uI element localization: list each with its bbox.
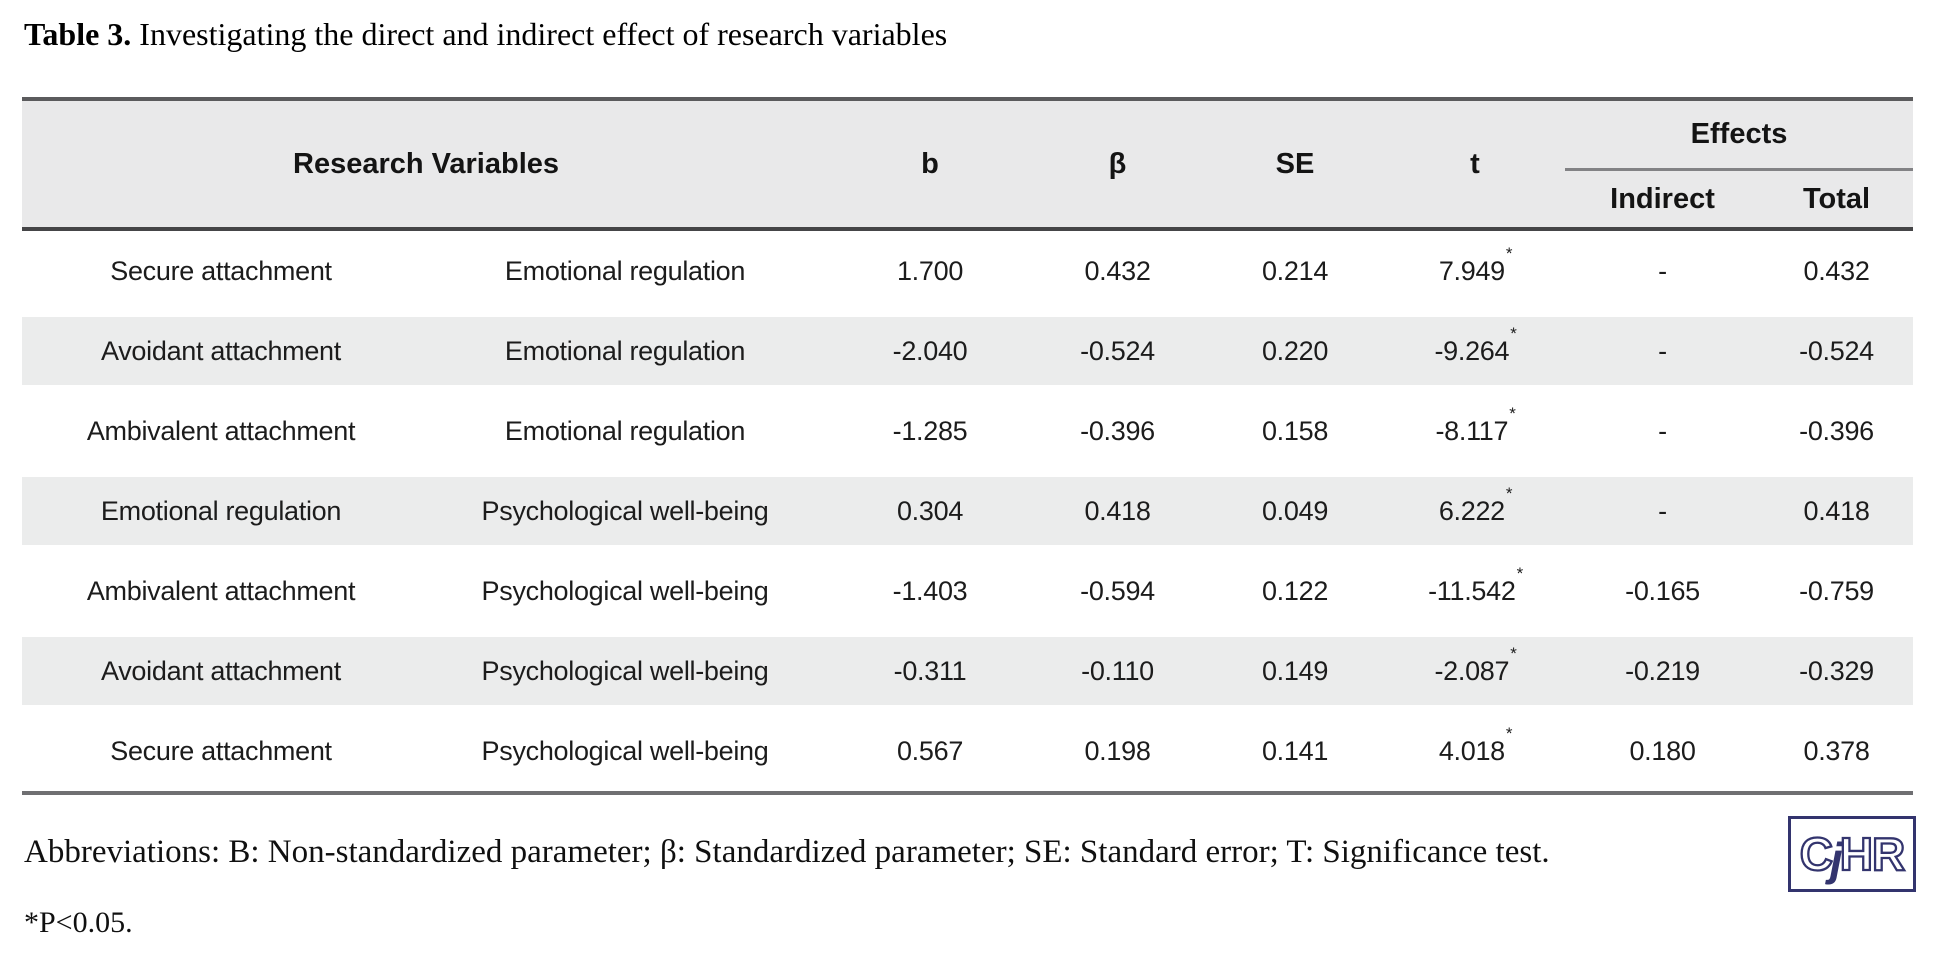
cell-b: 0.567 (830, 711, 1031, 791)
table-row: Avoidant attachment Emotional regulation… (22, 311, 1914, 391)
cell-from: Emotional regulation (22, 471, 420, 551)
header-t: t (1385, 101, 1566, 231)
cell-to: Emotional regulation (420, 231, 831, 311)
cell-total: 0.378 (1760, 711, 1914, 791)
table-row: Avoidant attachment Psychological well-b… (22, 631, 1914, 711)
table-caption: Table 3. Investigating the direct and in… (24, 16, 947, 53)
cell-beta: -0.524 (1030, 311, 1206, 391)
header-se: SE (1205, 101, 1386, 231)
header-row-sub: Indirect Total (22, 171, 1914, 231)
header-total: Total (1760, 171, 1914, 231)
cell-total: -0.524 (1760, 311, 1914, 391)
cell-from: Secure attachment (22, 231, 420, 311)
cell-to: Psychological well-being (420, 711, 831, 791)
cell-t: -2.087* (1385, 631, 1566, 711)
cell-t: -8.117* (1385, 391, 1566, 471)
significance-asterisk: * (1509, 404, 1516, 423)
table-caption-number: Table 3. (24, 16, 132, 52)
cell-se: 0.158 (1205, 391, 1386, 471)
cell-b: 0.304 (830, 471, 1031, 551)
cell-indirect: -0.219 (1565, 631, 1761, 711)
cell-beta: -0.594 (1030, 551, 1206, 631)
cell-from: Ambivalent attachment (22, 551, 420, 631)
table-row: Secure attachment Psychological well-bei… (22, 711, 1914, 791)
effects-table: Research Variables b β SE t Effects Indi… (22, 97, 1914, 795)
significance-asterisk: * (1505, 484, 1513, 503)
cell-t: 6.222* (1385, 471, 1566, 551)
cell-b: -2.040 (830, 311, 1031, 391)
logo-letter-j: j (1829, 833, 1843, 885)
cell-indirect: -0.165 (1565, 551, 1761, 631)
cell-from: Secure attachment (22, 711, 420, 791)
significance-asterisk: * (1505, 244, 1513, 263)
cell-indirect: - (1565, 231, 1761, 311)
header-b: b (830, 101, 1031, 231)
cell-total: -0.329 (1760, 631, 1914, 711)
cell-beta: -0.396 (1030, 391, 1206, 471)
cell-beta: 0.432 (1030, 231, 1206, 311)
cell-t: -11.542* (1385, 551, 1566, 631)
cell-from: Ambivalent attachment (22, 391, 420, 471)
logo-letter-r: R (1871, 828, 1907, 880)
cell-to: Psychological well-being (420, 471, 831, 551)
table-row: Ambivalent attachment Psychological well… (22, 551, 1914, 631)
cell-indirect: - (1565, 471, 1761, 551)
logo-letter-h: H (1839, 828, 1875, 880)
logo-letter-c: C (1799, 828, 1835, 880)
header-indirect: Indirect (1565, 171, 1761, 231)
cell-se: 0.220 (1205, 311, 1386, 391)
cell-se: 0.122 (1205, 551, 1386, 631)
cell-se: 0.149 (1205, 631, 1386, 711)
cell-t: -9.264* (1385, 311, 1566, 391)
cell-total: 0.418 (1760, 471, 1914, 551)
cell-from: Avoidant attachment (22, 311, 420, 391)
header-beta: β (1030, 101, 1206, 231)
significance-asterisk: * (1510, 324, 1517, 343)
cell-to: Emotional regulation (420, 391, 831, 471)
header-research-variables: Research Variables (22, 101, 831, 231)
cell-b: 1.700 (830, 231, 1031, 311)
cell-total: 0.432 (1760, 231, 1914, 311)
cell-to: Psychological well-being (420, 551, 831, 631)
table-row: Emotional regulation Psychological well-… (22, 471, 1914, 551)
table-caption-text: Investigating the direct and indirect ef… (131, 16, 948, 52)
cell-to: Psychological well-being (420, 631, 831, 711)
significance-note: *P<0.05. (24, 906, 133, 939)
cell-t: 7.949* (1385, 231, 1566, 311)
cell-beta: 0.418 (1030, 471, 1206, 551)
cell-b: -1.285 (830, 391, 1031, 471)
table-row: Secure attachment Emotional regulation 1… (22, 231, 1914, 311)
cell-b: -0.311 (830, 631, 1031, 711)
cell-se: 0.141 (1205, 711, 1386, 791)
cell-to: Emotional regulation (420, 311, 831, 391)
significance-asterisk: * (1516, 564, 1524, 583)
significance-asterisk: * (1510, 644, 1517, 663)
cell-total: -0.396 (1760, 391, 1914, 471)
abbreviations-note: Abbreviations: B: Non-standardized param… (24, 834, 1550, 870)
cell-indirect: 0.180 (1565, 711, 1761, 791)
header-row-top: Research Variables b β SE t Effects (22, 101, 1914, 231)
cell-indirect: - (1565, 311, 1761, 391)
cell-se: 0.214 (1205, 231, 1386, 311)
cell-from: Avoidant attachment (22, 631, 420, 711)
cell-beta: -0.110 (1030, 631, 1206, 711)
cell-b: -1.403 (830, 551, 1031, 631)
cell-beta: 0.198 (1030, 711, 1206, 791)
header-effects: Effects (1565, 101, 1914, 171)
significance-asterisk: * (1505, 724, 1513, 743)
cell-se: 0.049 (1205, 471, 1386, 551)
cjhr-journal-logo: C j H R (1788, 816, 1916, 892)
table-row: Ambivalent attachment Emotional regulati… (22, 391, 1914, 471)
cell-total: -0.759 (1760, 551, 1914, 631)
cell-indirect: - (1565, 391, 1761, 471)
cell-t: 4.018* (1385, 711, 1566, 791)
